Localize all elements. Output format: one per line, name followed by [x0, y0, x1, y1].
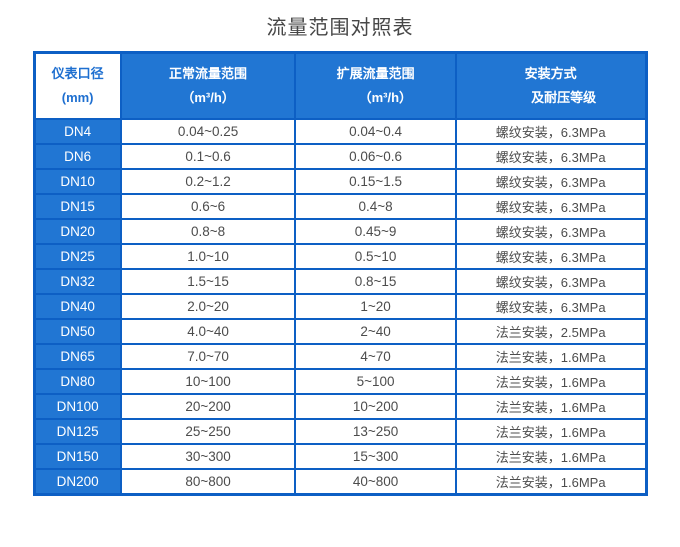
- cell-normal-range: 1.0~10: [121, 245, 295, 268]
- cell-installation: 法兰安装，1.6MPa: [456, 445, 645, 468]
- table-row: DN150 30~300 15~300 法兰安装，1.6MPa: [35, 445, 645, 468]
- cell-installation: 法兰安装，2.5MPa: [456, 320, 645, 343]
- cell-dn: DN6: [35, 145, 120, 168]
- cell-installation: 螺纹安装，6.3MPa: [456, 245, 645, 268]
- table-row: DN80 10~100 5~100 法兰安装，1.6MPa: [35, 370, 645, 393]
- cell-normal-range: 2.0~20: [121, 295, 295, 318]
- table-row: DN4 0.04~0.25 0.04~0.4 螺纹安装，6.3MPa: [35, 120, 645, 143]
- cell-normal-range: 20~200: [121, 395, 295, 418]
- table-row: DN50 4.0~40 2~40 法兰安装，2.5MPa: [35, 320, 645, 343]
- cell-installation: 螺纹安装，6.3MPa: [456, 295, 645, 318]
- cell-installation: 法兰安装，1.6MPa: [456, 470, 645, 493]
- table-row: DN200 80~800 40~800 法兰安装，1.6MPa: [35, 470, 645, 493]
- cell-dn: DN200: [35, 470, 120, 493]
- table-body: DN4 0.04~0.25 0.04~0.4 螺纹安装，6.3MPa DN6 0.1~0.…: [35, 120, 645, 493]
- cell-extended-range: 0.04~0.4: [296, 120, 455, 143]
- cell-installation: 法兰安装，1.6MPa: [456, 395, 645, 418]
- col-header-installation: 安装方式 及耐压等级: [456, 54, 645, 118]
- cell-dn: DN32: [35, 270, 120, 293]
- cell-dn: DN100: [35, 395, 120, 418]
- cell-extended-range: 0.8~15: [296, 270, 455, 293]
- cell-normal-range: 7.0~70: [121, 345, 295, 368]
- cell-installation: 螺纹安装，6.3MPa: [456, 270, 645, 293]
- cell-dn: DN20: [35, 220, 120, 243]
- cell-extended-range: 1~20: [296, 295, 455, 318]
- table-row: DN40 2.0~20 1~20 螺纹安装，6.3MPa: [35, 295, 645, 318]
- cell-dn: DN65: [35, 345, 120, 368]
- cell-extended-range: 0.15~1.5: [296, 170, 455, 193]
- cell-normal-range: 0.8~8: [121, 220, 295, 243]
- cell-extended-range: 5~100: [296, 370, 455, 393]
- cell-installation: 螺纹安装，6.3MPa: [456, 120, 645, 143]
- cell-extended-range: 0.45~9: [296, 220, 455, 243]
- cell-dn: DN40: [35, 295, 120, 318]
- cell-installation: 法兰安装，1.6MPa: [456, 370, 645, 393]
- cell-extended-range: 4~70: [296, 345, 455, 368]
- table-row: DN10 0.2~1.2 0.15~1.5 螺纹安装，6.3MPa: [35, 170, 645, 193]
- cell-dn: DN25: [35, 245, 120, 268]
- cell-dn: DN125: [35, 420, 120, 443]
- cell-installation: 螺纹安装，6.3MPa: [456, 220, 645, 243]
- cell-normal-range: 25~250: [121, 420, 295, 443]
- table-row: DN25 1.0~10 0.5~10 螺纹安装，6.3MPa: [35, 245, 645, 268]
- cell-dn: DN50: [35, 320, 120, 343]
- cell-installation: 螺纹安装，6.3MPa: [456, 145, 645, 168]
- cell-installation: 法兰安装，1.6MPa: [456, 345, 645, 368]
- col-header-normal-flow: 正常流量范围 （m³/h）: [121, 54, 295, 118]
- table-row: DN6 0.1~0.6 0.06~0.6 螺纹安装，6.3MPa: [35, 145, 645, 168]
- col-header-extended-flow: 扩展流量范围 （m³/h）: [296, 54, 455, 118]
- cell-extended-range: 40~800: [296, 470, 455, 493]
- cell-extended-range: 10~200: [296, 395, 455, 418]
- flow-range-table: 仪表口径 (mm) 正常流量范围 （m³/h） 扩展流量范围 （m³/h） 安装…: [32, 51, 648, 496]
- cell-normal-range: 0.04~0.25: [121, 120, 295, 143]
- cell-dn: DN4: [35, 120, 120, 143]
- cell-extended-range: 0.5~10: [296, 245, 455, 268]
- table-row: DN65 7.0~70 4~70 法兰安装，1.6MPa: [35, 345, 645, 368]
- cell-extended-range: 15~300: [296, 445, 455, 468]
- cell-normal-range: 4.0~40: [121, 320, 295, 343]
- cell-extended-range: 0.4~8: [296, 195, 455, 218]
- cell-dn: DN15: [35, 195, 120, 218]
- cell-normal-range: 0.2~1.2: [121, 170, 295, 193]
- cell-normal-range: 0.6~6: [121, 195, 295, 218]
- cell-installation: 螺纹安装，6.3MPa: [456, 195, 645, 218]
- cell-extended-range: 0.06~0.6: [296, 145, 455, 168]
- header-row: 仪表口径 (mm) 正常流量范围 （m³/h） 扩展流量范围 （m³/h） 安装…: [35, 54, 645, 118]
- table-row: DN125 25~250 13~250 法兰安装，1.6MPa: [35, 420, 645, 443]
- table-row: DN20 0.8~8 0.45~9 螺纹安装，6.3MPa: [35, 220, 645, 243]
- cell-installation: 螺纹安装，6.3MPa: [456, 170, 645, 193]
- cell-normal-range: 80~800: [121, 470, 295, 493]
- table-row: DN32 1.5~15 0.8~15 螺纹安装，6.3MPa: [35, 270, 645, 293]
- cell-normal-range: 30~300: [121, 445, 295, 468]
- col-header-diameter: 仪表口径 (mm): [35, 54, 120, 118]
- table-header: 仪表口径 (mm) 正常流量范围 （m³/h） 扩展流量范围 （m³/h） 安装…: [35, 54, 645, 118]
- cell-extended-range: 13~250: [296, 420, 455, 443]
- cell-normal-range: 10~100: [121, 370, 295, 393]
- cell-dn: DN80: [35, 370, 120, 393]
- cell-dn: DN150: [35, 445, 120, 468]
- table-row: DN100 20~200 10~200 法兰安装，1.6MPa: [35, 395, 645, 418]
- cell-dn: DN10: [35, 170, 120, 193]
- cell-normal-range: 1.5~15: [121, 270, 295, 293]
- table-row: DN15 0.6~6 0.4~8 螺纹安装，6.3MPa: [35, 195, 645, 218]
- cell-normal-range: 0.1~0.6: [121, 145, 295, 168]
- page-title: 流量范围对照表: [266, 17, 414, 39]
- cell-installation: 法兰安装，1.6MPa: [456, 420, 645, 443]
- cell-extended-range: 2~40: [296, 320, 455, 343]
